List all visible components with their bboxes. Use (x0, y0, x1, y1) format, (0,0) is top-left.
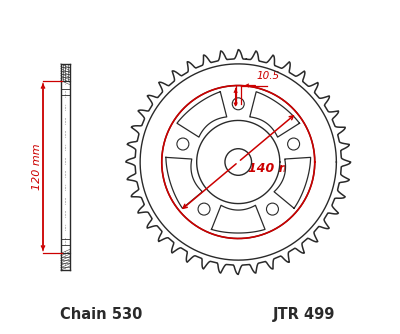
Circle shape (198, 203, 210, 215)
Circle shape (266, 203, 278, 215)
Polygon shape (166, 157, 202, 208)
Bar (61, 64, 70, 270)
Circle shape (232, 98, 244, 110)
Text: JTR 499: JTR 499 (273, 307, 336, 322)
Polygon shape (177, 92, 227, 137)
Polygon shape (274, 157, 311, 208)
Text: 140 mm: 140 mm (248, 162, 305, 175)
Circle shape (288, 138, 300, 150)
Polygon shape (250, 92, 300, 137)
Circle shape (177, 138, 189, 150)
Text: 10.5: 10.5 (256, 70, 280, 80)
Circle shape (225, 149, 252, 175)
Polygon shape (212, 205, 265, 233)
Text: Chain 530: Chain 530 (60, 307, 143, 322)
Text: 120 mm: 120 mm (32, 144, 42, 190)
